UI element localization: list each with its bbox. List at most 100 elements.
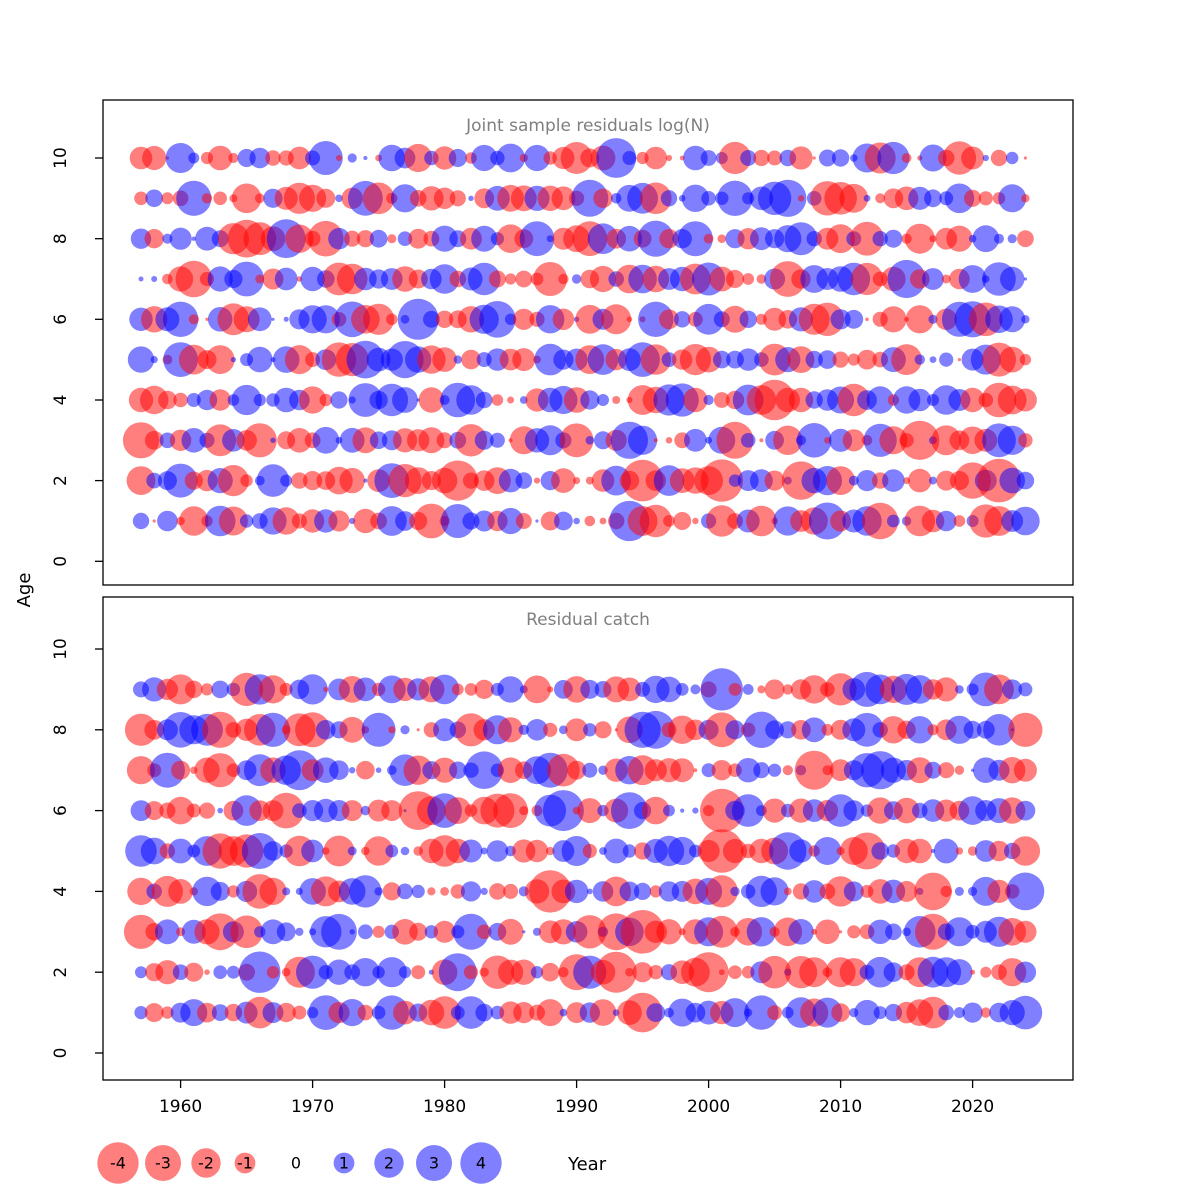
residual-bubble	[905, 305, 934, 334]
x-axis-tick-label: 2020	[951, 1097, 994, 1117]
legend-bubble	[374, 1148, 404, 1178]
residual-bubble	[700, 150, 717, 166]
residual-bubble	[316, 720, 336, 740]
residual-bubble	[673, 512, 692, 530]
residual-bubble	[830, 309, 851, 330]
residual-bubble	[397, 883, 413, 900]
residual-bubble	[240, 474, 253, 487]
residual-bubble	[582, 762, 598, 778]
residual-bubble	[515, 270, 533, 288]
residual-bubble	[794, 750, 834, 790]
residual-bubble	[229, 261, 264, 297]
residual-bubble	[533, 262, 568, 296]
residual-bubble	[1018, 682, 1033, 697]
residual-bubble	[408, 228, 429, 249]
residual-bubble	[788, 387, 814, 413]
residual-bubble	[728, 683, 742, 696]
residual-bubble	[427, 887, 436, 896]
residual-bubble	[504, 313, 517, 325]
residual-bubble	[764, 679, 785, 700]
residual-bubble	[460, 881, 482, 902]
residual-bubble	[432, 347, 457, 372]
residual-bubble	[258, 675, 288, 704]
residual-bubble	[847, 353, 860, 366]
residual-bubble	[706, 505, 738, 537]
residual-bubble	[400, 725, 410, 735]
y-axis-tick-label: 0	[51, 556, 71, 567]
residual-bubble	[854, 999, 880, 1026]
residual-bubble	[127, 346, 155, 373]
residual-bubble	[207, 266, 233, 292]
residual-bubble	[999, 346, 1026, 373]
residual-bubble	[203, 753, 238, 788]
residual-bubble	[474, 679, 494, 700]
residual-bubble	[789, 839, 813, 863]
residual-bubble	[865, 317, 869, 322]
residual-bubble	[144, 801, 164, 821]
residual-bubble	[239, 951, 281, 993]
residual-bubble	[882, 469, 905, 492]
residual-bubble	[760, 877, 789, 906]
residual-bubble	[728, 965, 742, 979]
residual-bubble	[295, 927, 304, 936]
residual-bubble	[796, 423, 832, 458]
residual-bubble	[887, 259, 926, 299]
residual-bubble	[397, 298, 439, 340]
residual-bubble	[226, 965, 240, 979]
residual-bubble	[922, 268, 944, 290]
residual-bubble	[272, 507, 300, 535]
residual-bubble	[347, 153, 357, 163]
residual-bubble	[533, 477, 541, 484]
residual-bubble	[879, 716, 908, 744]
legend-value-label: -3	[155, 1154, 171, 1173]
residual-bubble	[742, 684, 754, 695]
residual-bubble	[486, 840, 509, 862]
residual-bubble	[454, 996, 488, 1029]
residual-bubble	[762, 798, 787, 823]
y-axis-tick-label: 8	[51, 724, 71, 735]
residual-bubble	[674, 311, 691, 328]
residual-bubble	[582, 843, 597, 859]
residual-bubble	[730, 886, 740, 897]
legend-value-label: 0	[291, 1154, 301, 1173]
residual-bubble	[564, 879, 589, 904]
residual-bubble	[138, 276, 144, 282]
residual-bubble	[519, 806, 529, 816]
residual-bubble	[372, 925, 385, 938]
residual-bubble	[507, 396, 515, 404]
residual-bubble	[184, 962, 204, 982]
residual-bubble	[423, 310, 440, 328]
bottom-panel-title: Residual catch	[526, 610, 650, 630]
residual-bubble	[740, 433, 756, 448]
residual-bubble	[288, 146, 311, 170]
residual-bubble	[983, 714, 1015, 746]
residual-bubble	[498, 468, 523, 493]
residual-bubble	[831, 1003, 850, 1022]
residual-bubble	[474, 430, 494, 450]
residual-bubble	[456, 385, 486, 415]
residual-bubble	[693, 768, 698, 773]
residual-bubble	[668, 836, 697, 866]
residual-bubble	[703, 233, 714, 244]
residual-bubble	[565, 718, 588, 742]
legend-bubble	[460, 1142, 502, 1184]
residual-bubble	[308, 141, 343, 175]
residual-bubble	[906, 757, 933, 784]
residual-bubble	[872, 231, 888, 247]
residual-bubble	[767, 1005, 782, 1020]
residual-bubble	[934, 677, 959, 702]
residual-bubble	[155, 960, 180, 985]
residual-bubble	[955, 847, 964, 855]
residual-bubble	[670, 758, 695, 783]
residual-bubble	[158, 390, 177, 410]
residual-bubble	[404, 143, 433, 173]
residual-bubble	[393, 1000, 417, 1025]
residual-bubble	[259, 877, 287, 906]
residual-bubble	[209, 389, 231, 411]
residual-bubble	[328, 227, 350, 250]
residual-bubble	[617, 677, 642, 702]
residual-bubble	[822, 765, 833, 776]
residual-bubble	[561, 836, 592, 866]
residual-bubble	[351, 958, 380, 987]
residual-bubble	[908, 186, 932, 210]
